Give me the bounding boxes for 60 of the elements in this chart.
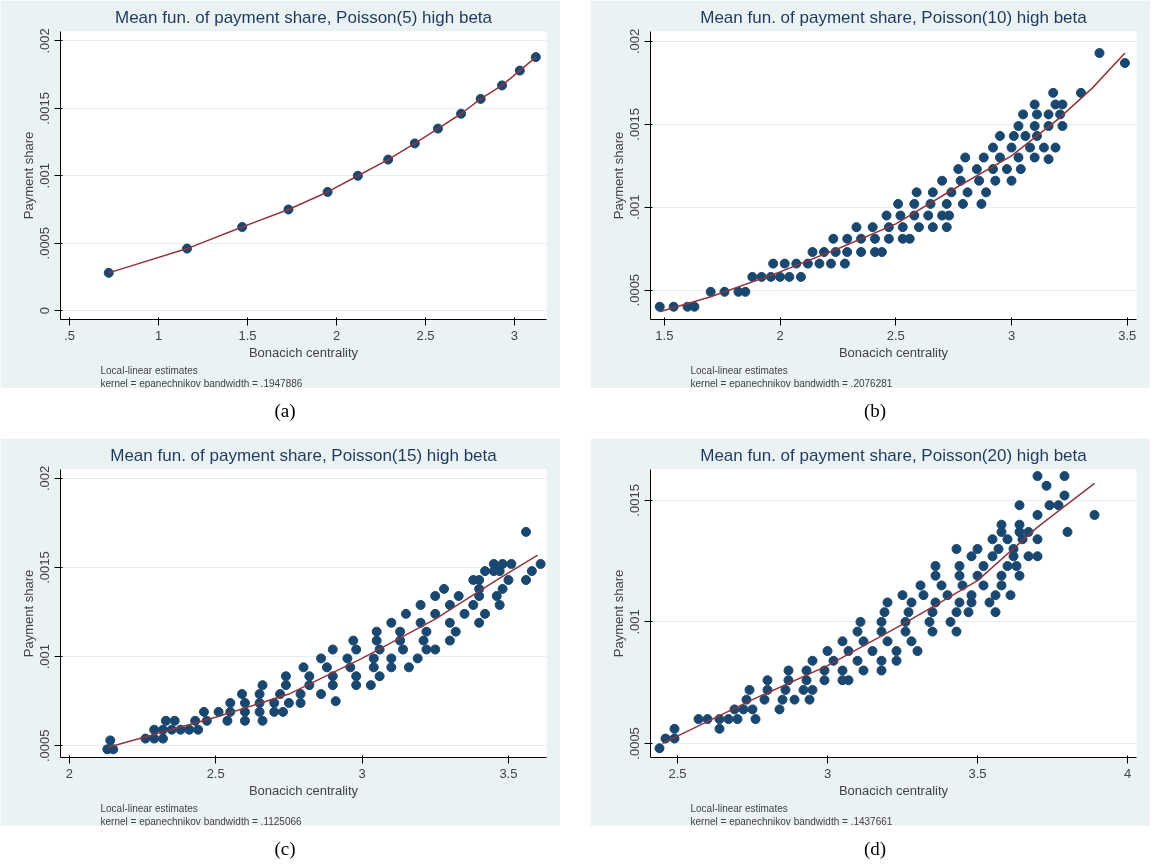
text: (a) (274, 399, 296, 423)
x-axis-title: Bonacich centrality (838, 782, 949, 798)
x-tick-label: 3 (358, 765, 366, 781)
x-tick-label: 3.5 (968, 765, 987, 781)
chart-title: Mean fun. of payment share, Poisson(20) high beta (700, 445, 1088, 465)
text: kernel = epanechnikov bandwidth = .1125066 (100, 815, 303, 827)
x-tick-label: 3.5 (1118, 327, 1137, 343)
text: (c) (274, 837, 296, 861)
chart-title: Mean fun. of payment share, Poisson(10) high beta (700, 7, 1088, 27)
x-tick-label: 2.5 (886, 327, 905, 343)
y-tick-label: .0015 (627, 484, 643, 517)
x-axis-title: Bonacich centrality (838, 344, 949, 360)
y-tick-label: .002 (37, 28, 53, 54)
x-tick-label: 2 (332, 327, 341, 343)
chart-title: Mean fun. of payment share, Poisson(5) high beta (114, 7, 493, 27)
x-tick-label: 3 (823, 765, 832, 781)
point (103, 267, 114, 278)
x-axis-title: Bonacich centrality (248, 782, 359, 798)
y-axis-title: Payment share (610, 569, 626, 658)
x-tick-label: 1.5 (655, 327, 674, 343)
y-axis-title: Payment share (20, 131, 36, 220)
x-tick-label: 2.5 (416, 327, 435, 343)
text: kernel = epanechnikov bandwidth = .1437661 (690, 815, 893, 827)
y-tick-label: .0005 (627, 727, 643, 760)
y-tick-label: .001 (627, 194, 643, 220)
y-axis-title: Payment share (20, 569, 36, 658)
text: kernel = epanechnikov bandwidth = .2076281 (690, 377, 893, 389)
x-tick-label: 2 (776, 327, 784, 343)
text: kernel = epanechnikov bandwidth = .1947886 (100, 377, 303, 389)
text: Local-linear estimates (690, 802, 788, 814)
y-tick-label: .002 (627, 28, 643, 55)
y-tick-label: .002 (37, 465, 53, 492)
x-tick-label: 2.5 (206, 765, 225, 781)
x-tick-label: 2.5 (668, 765, 687, 781)
text: Local-linear estimates (690, 364, 788, 376)
x-tick-label: 1.5 (238, 327, 257, 343)
chart-title: Mean fun. of payment share, Poisson(15) high beta (110, 445, 498, 465)
y-tick-label: .001 (37, 163, 53, 189)
x-tick-label: 3 (1007, 327, 1016, 343)
x-tick-label: 3 (510, 327, 519, 343)
x-tick-label: .5 (64, 327, 75, 343)
y-tick-label: .0015 (37, 551, 53, 584)
x-tick-label: 1 (154, 327, 163, 343)
x-tick-label: 4 (1123, 765, 1132, 781)
y-tick-label: .001 (627, 609, 643, 635)
text: Local-linear estimates (100, 802, 198, 814)
y-tick-label: .001 (37, 643, 53, 670)
y-tick-label: .0005 (37, 729, 53, 762)
y-tick-label: .0005 (37, 226, 53, 260)
x-tick-label: 2 (65, 765, 73, 781)
text: (d) (863, 837, 887, 861)
y-tick-label: .0005 (627, 273, 643, 307)
y-tick-label: .0015 (627, 108, 643, 141)
text: (b) (863, 399, 887, 423)
y-tick-label: 0 (37, 306, 53, 315)
y-tick-label: .0015 (37, 92, 53, 125)
text: Local-linear estimates (100, 364, 198, 376)
x-axis-title: Bonacich centrality (248, 344, 359, 360)
y-axis-title: Payment share (610, 131, 626, 220)
x-tick-label: 3.5 (499, 765, 518, 781)
